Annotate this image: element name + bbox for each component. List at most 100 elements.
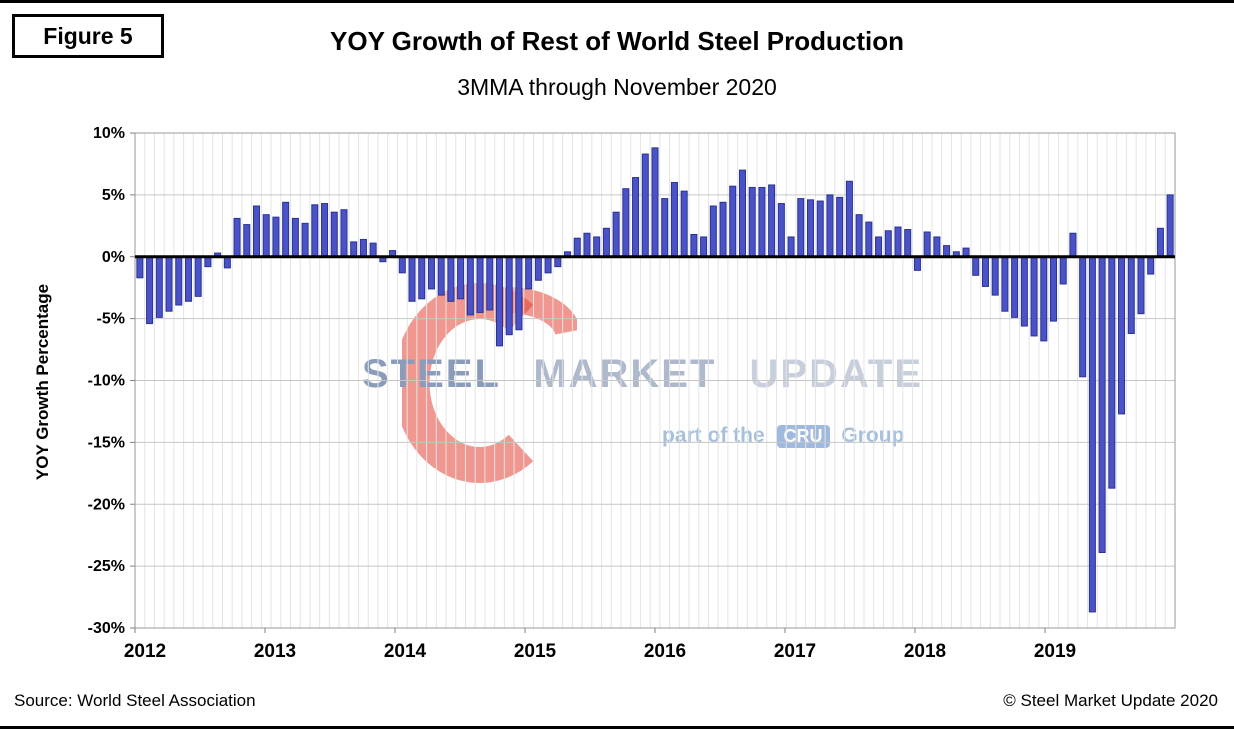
bar xyxy=(321,203,329,258)
bar xyxy=(1088,256,1096,613)
bar xyxy=(398,256,406,274)
bar xyxy=(690,233,698,258)
bar xyxy=(175,256,183,306)
bar xyxy=(359,238,367,258)
bar xyxy=(1011,256,1019,318)
bar xyxy=(1069,232,1077,258)
bar xyxy=(904,229,912,258)
x-tick-label: 2017 xyxy=(774,641,816,662)
bar xyxy=(350,241,358,258)
bar xyxy=(408,256,416,302)
x-tick-label: 2015 xyxy=(514,641,557,662)
bar xyxy=(534,256,542,281)
bar xyxy=(223,256,231,269)
bar xyxy=(981,256,989,287)
bar xyxy=(437,256,445,296)
bar xyxy=(758,186,766,258)
bar xyxy=(748,186,756,258)
bar xyxy=(1040,256,1048,342)
bar xyxy=(972,256,980,276)
bar xyxy=(146,256,154,325)
bar xyxy=(165,256,173,312)
top-border-line xyxy=(0,0,1234,3)
bar xyxy=(573,237,581,258)
bar xyxy=(476,256,484,313)
x-tick-label: 2018 xyxy=(904,641,946,662)
bar xyxy=(602,227,610,258)
bar xyxy=(875,236,883,258)
bar xyxy=(1156,227,1164,258)
x-tick-label: 2016 xyxy=(644,641,686,662)
bar xyxy=(622,188,630,258)
bar xyxy=(291,217,299,258)
bar xyxy=(1166,194,1174,258)
bar xyxy=(991,256,999,296)
bar xyxy=(768,184,776,258)
bar xyxy=(807,199,815,258)
y-tick-label: -30% xyxy=(88,620,125,637)
bar xyxy=(923,231,931,258)
bar xyxy=(1030,256,1038,337)
bar xyxy=(233,217,241,258)
bar xyxy=(194,256,202,297)
bar xyxy=(447,256,455,302)
bar xyxy=(505,256,513,336)
chart-title: YOY Growth of Rest of World Steel Produc… xyxy=(330,26,904,56)
bar xyxy=(632,177,640,258)
y-tick-label: 10% xyxy=(93,125,125,142)
bar xyxy=(369,242,377,258)
y-tick-label: -5% xyxy=(97,311,125,328)
bar xyxy=(1020,256,1028,327)
bar xyxy=(486,256,494,311)
bar xyxy=(136,256,144,279)
bar xyxy=(816,200,824,258)
bar xyxy=(670,182,678,258)
bar xyxy=(836,196,844,258)
bar xyxy=(777,203,785,258)
bar xyxy=(544,256,552,274)
bar xyxy=(262,214,270,258)
bar xyxy=(826,194,834,258)
bar xyxy=(311,204,319,258)
bar xyxy=(427,256,435,290)
x-tick-label: 2013 xyxy=(254,641,296,662)
bar xyxy=(184,256,192,302)
bar xyxy=(884,230,892,258)
bar xyxy=(709,205,717,258)
copyright-note: © Steel Market Update 2020 xyxy=(1003,691,1218,710)
bar xyxy=(845,180,853,258)
y-tick-label: 0% xyxy=(102,249,125,266)
bar xyxy=(729,185,737,258)
y-tick-label: -25% xyxy=(88,558,125,575)
bar xyxy=(282,201,290,258)
bar xyxy=(1147,256,1155,275)
bar xyxy=(894,226,902,258)
bar xyxy=(865,221,873,258)
bar xyxy=(515,256,523,331)
bottom-border-line xyxy=(0,726,1234,729)
bar xyxy=(1098,256,1106,554)
bar xyxy=(1127,256,1135,334)
bar xyxy=(252,205,261,258)
bar xyxy=(738,169,746,258)
source-note: Source: World Steel Association xyxy=(14,691,256,710)
bar xyxy=(612,211,620,258)
bar xyxy=(797,198,805,258)
bar xyxy=(340,209,348,258)
bar xyxy=(913,256,921,271)
bar xyxy=(787,236,795,258)
bar xyxy=(301,222,309,258)
bar xyxy=(1108,256,1116,489)
chart-subtitle: 3MMA through November 2020 xyxy=(457,74,777,100)
bar xyxy=(641,153,649,258)
y-tick-label: 5% xyxy=(102,187,125,204)
bar xyxy=(855,214,863,258)
bar xyxy=(661,198,669,258)
y-tick-label: -15% xyxy=(88,434,125,451)
bar xyxy=(418,256,426,300)
bar xyxy=(1079,256,1087,378)
bar xyxy=(700,236,708,258)
bar xyxy=(1059,256,1067,285)
